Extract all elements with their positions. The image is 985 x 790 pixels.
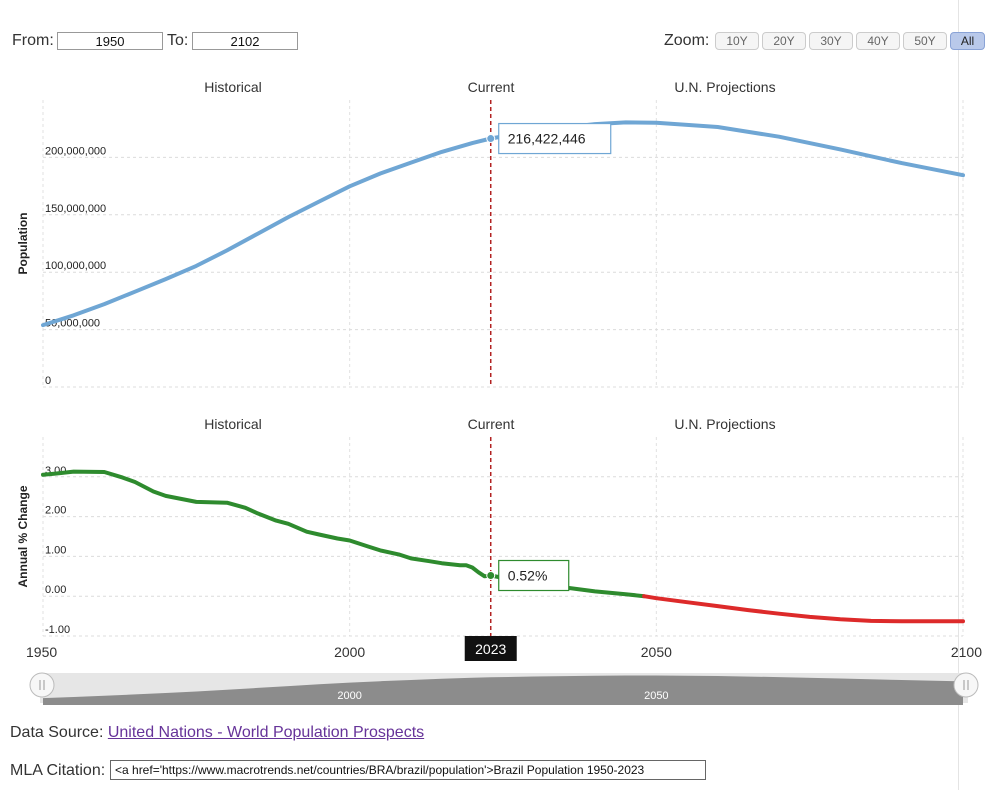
zoom-20y-button[interactable]: 20Y [762, 32, 806, 50]
data-source-label: Data Source: [10, 724, 104, 741]
series-line [642, 594, 965, 624]
navigator-right-handle[interactable] [953, 672, 979, 698]
section-label: Current [468, 79, 515, 95]
navigator-area [43, 675, 963, 705]
data-source-line: Data Source: United Nations - World Popu… [10, 724, 424, 742]
section-label: Historical [204, 79, 262, 95]
from-year-input[interactable] [57, 32, 163, 50]
current-year-badge [464, 636, 517, 661]
zoom-40y-button[interactable]: 40Y [856, 32, 900, 50]
navigator-left-handle[interactable] [29, 672, 55, 698]
page-edge-divider [958, 0, 959, 790]
x-tick-label: 2100 [951, 644, 982, 660]
zoom-10y-button[interactable]: 10Y [715, 32, 759, 50]
range-toolbar: From: To: Zoom: 10Y 20Y 30Y 40Y 50Y All [0, 0, 985, 72]
to-year-input[interactable] [192, 32, 298, 50]
data-source-link[interactable]: United Nations - World Population Prospe… [107, 724, 425, 741]
y-tick-label: 0.00 [45, 584, 66, 596]
citation-field[interactable] [110, 760, 706, 780]
zoom-50y-button[interactable]: 50Y [903, 32, 947, 50]
tooltip-value: 0.52% [508, 568, 548, 584]
series-line [41, 120, 965, 328]
zoom-30y-button[interactable]: 30Y [809, 32, 853, 50]
section-label: Historical [204, 416, 262, 432]
y-tick-label: 1.00 [45, 544, 66, 556]
zoom-all-button[interactable]: All [950, 32, 985, 50]
y-tick-label: -1.00 [45, 624, 70, 636]
x-tick-label: 2050 [641, 644, 672, 660]
zoom-label: Zoom: [664, 32, 710, 49]
from-label: From: [12, 32, 54, 49]
tooltip-box [498, 122, 612, 155]
x-tick-label: 2000 [334, 644, 365, 660]
y-tick-label: 200,000,000 [45, 145, 106, 157]
tooltip-value: 216,422,446 [508, 131, 586, 147]
tooltip-box [498, 559, 570, 592]
section-label: Current [468, 416, 515, 432]
y-tick-label: 2.00 [45, 505, 66, 517]
current-year-badge-label: 2023 [475, 641, 506, 657]
navigator-tick-label: 2000 [337, 690, 361, 702]
y-axis-title: Annual % Change [16, 485, 30, 587]
navigator-tick-label: 2050 [644, 690, 668, 702]
x-tick-label: 1950 [26, 644, 57, 660]
y-tick-label: 100,000,000 [45, 260, 106, 272]
y-axis-title: Population [16, 213, 30, 275]
current-point [486, 134, 496, 144]
population-chart-svg: 050,000,000100,000,000150,000,000200,000… [16, 79, 982, 705]
y-tick-label: 150,000,000 [45, 203, 106, 215]
section-label: U.N. Projections [674, 79, 775, 95]
to-label: To: [167, 32, 189, 49]
y-tick-label: 0 [45, 375, 51, 387]
current-point [486, 571, 496, 581]
citation-label: MLA Citation: [10, 762, 106, 779]
section-label: U.N. Projections [674, 416, 775, 432]
